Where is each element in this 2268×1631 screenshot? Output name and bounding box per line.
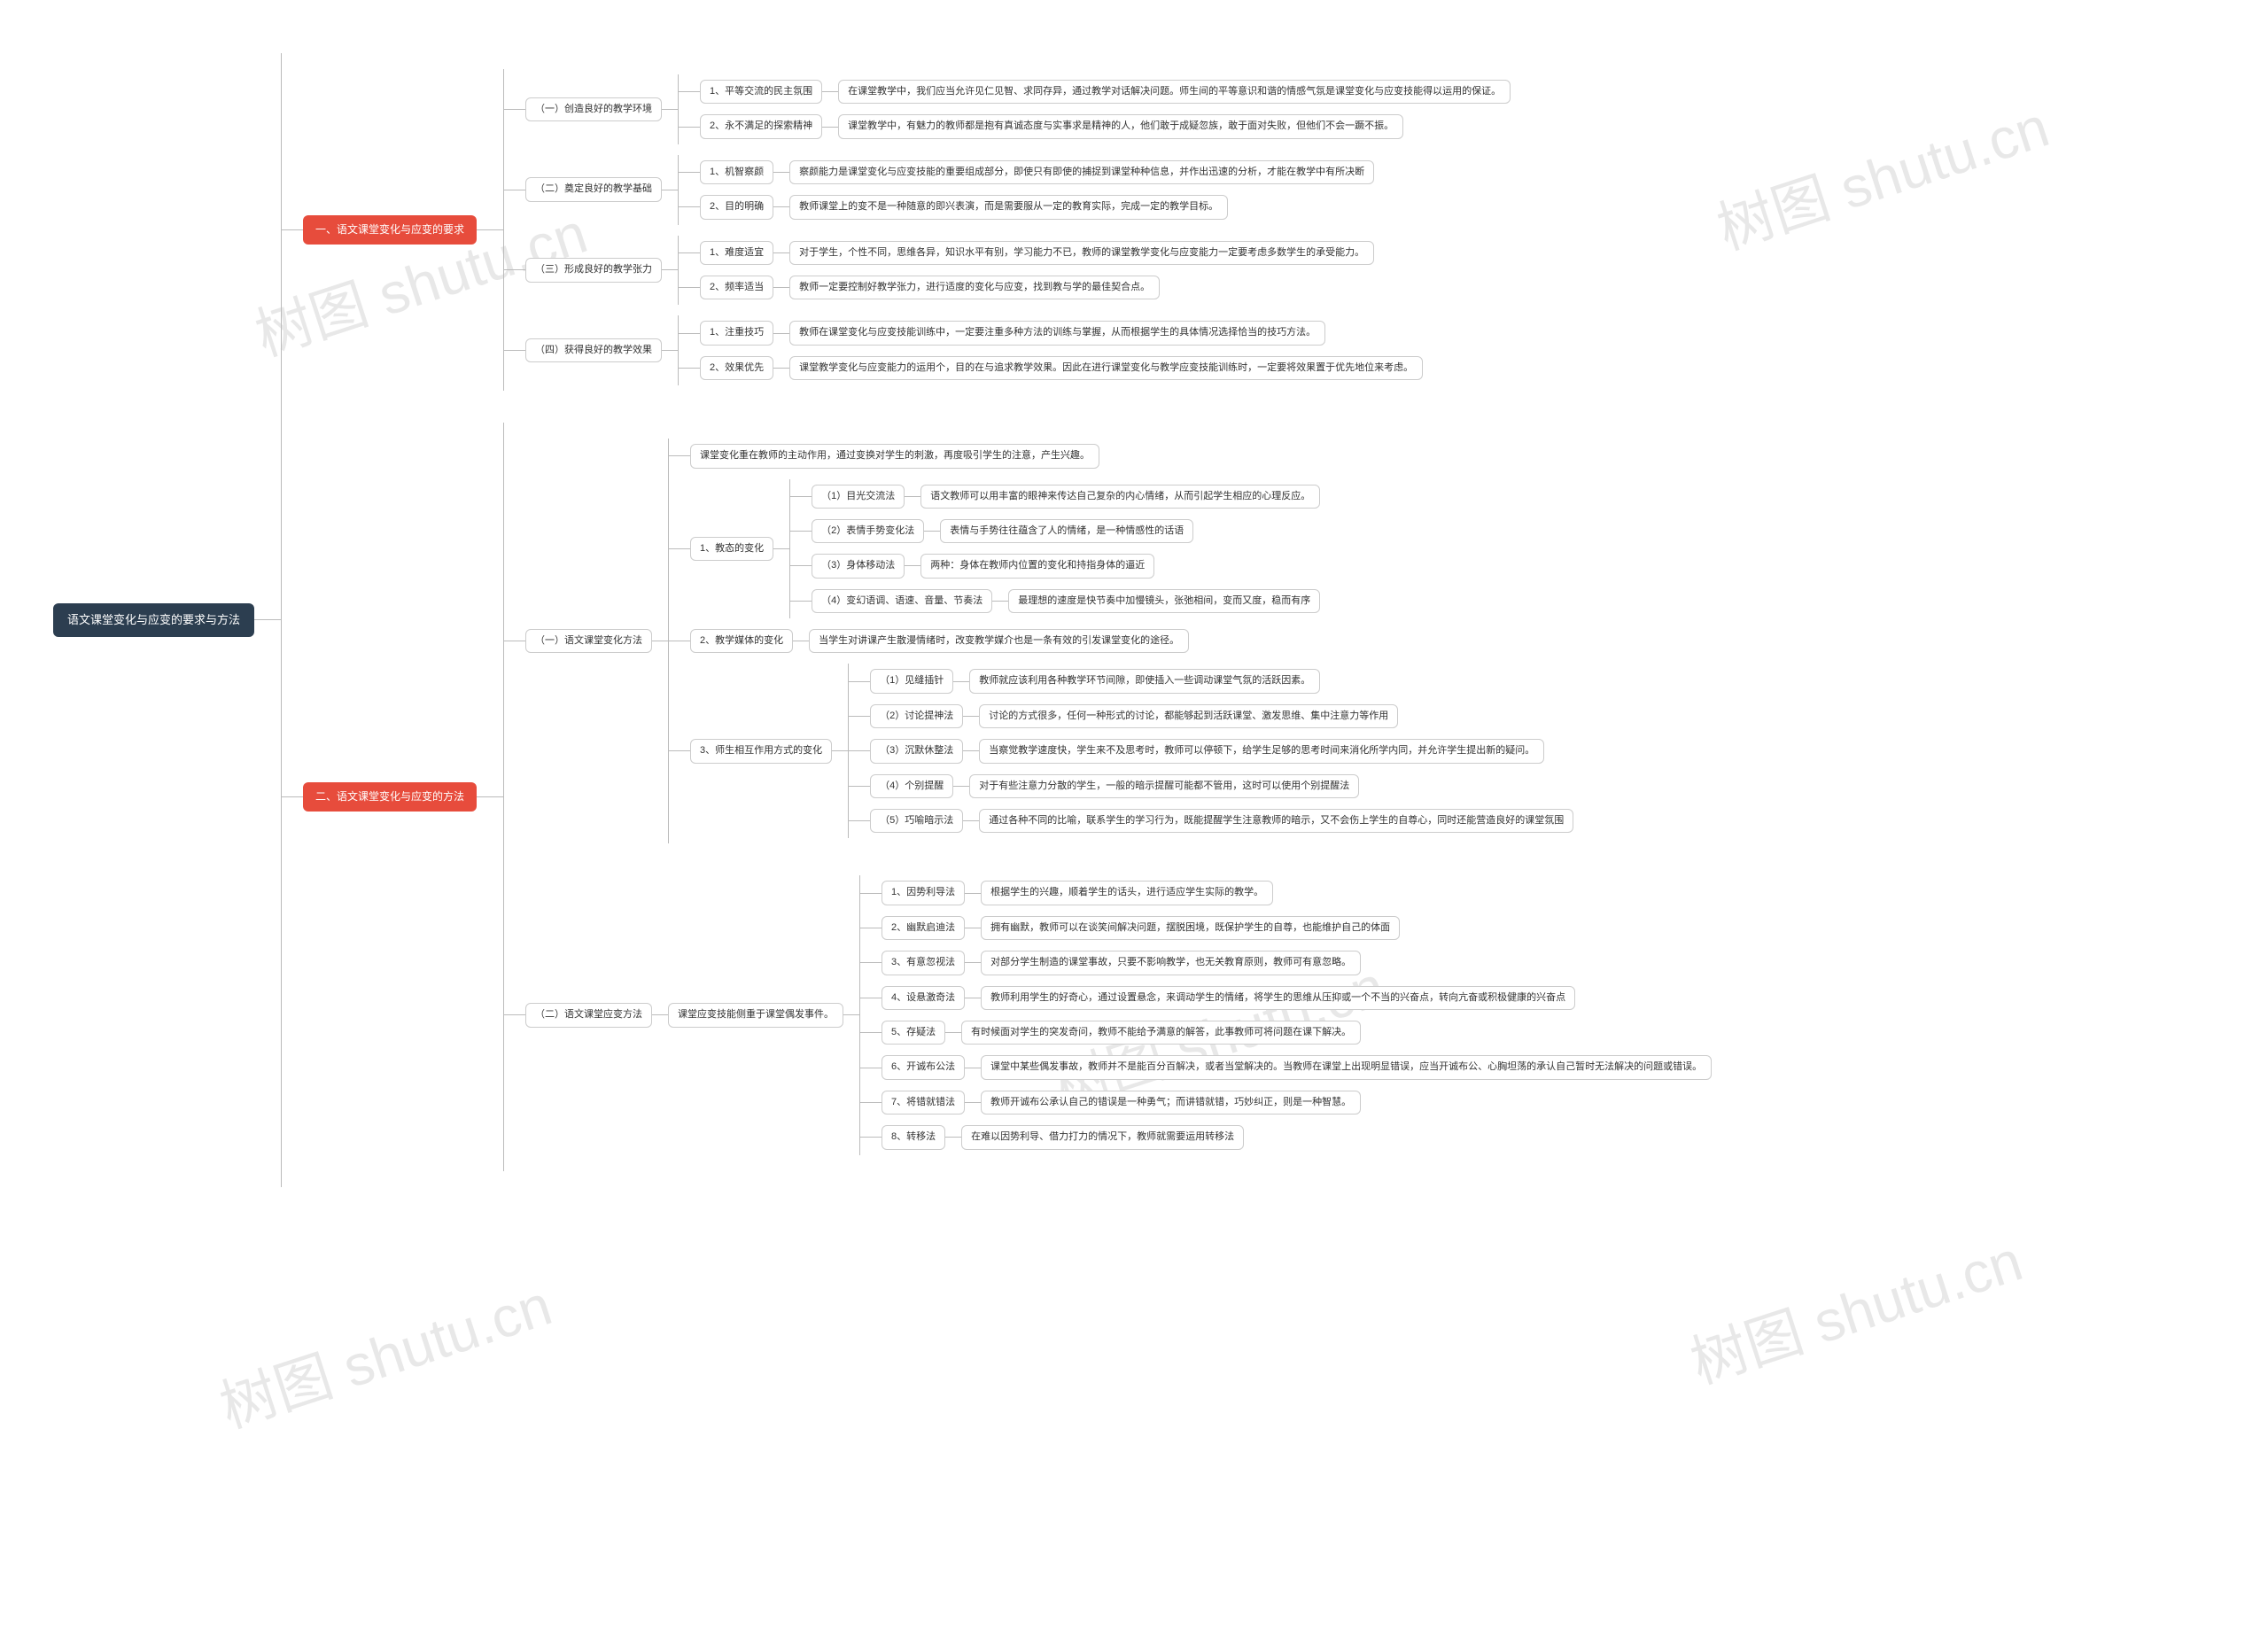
node-2-1-1-1: （1）目光交流法 (812, 485, 905, 509)
section-2: 二、语文课堂变化与应变的方法 (303, 782, 477, 812)
node-2-1-3-2: （2）讨论提神法 (870, 704, 963, 728)
desc-1-1-1: 在课堂教学中，我们应当允许见仁见智、求同存异，通过教学对话解决问题。师生间的平等… (838, 80, 1511, 104)
desc-2-1-2: 当学生对讲课产生散漫情绪时，改变教学媒介也是一条有效的引发课堂变化的途径。 (809, 629, 1189, 653)
node-1-3: （三）形成良好的教学张力 (525, 258, 662, 282)
desc-2-1-3-2: 讨论的方式很多，任何一种形式的讨论，都能够起到活跃课堂、激发思维、集中注意力等作… (979, 704, 1398, 728)
node-2-2-2: 2、幽默启迪法 (882, 916, 965, 940)
desc-2-2-4: 教师利用学生的好奇心，通过设置悬念，来调动学生的情绪，将学生的思维从压抑或一个不… (981, 986, 1575, 1010)
desc-2-1-1-3: 两种：身体在教师内位置的变化和持指身体的逼近 (920, 554, 1154, 578)
desc-2-1-1-2: 表情与手势往往蕴含了人的情绪，是一种情感性的话语 (940, 519, 1193, 543)
intro-2-2: 课堂应变技能侧重于课堂偶发事件。 (668, 1003, 843, 1027)
desc-1-2-2: 教师课堂上的变不是一种随意的即兴表演，而是需要服从一定的教育实际，完成一定的教学… (789, 195, 1228, 219)
desc-2-1-3-4: 对于有些注意力分散的学生，一般的暗示提醒可能都不管用，这时可以使用个别提醒法 (969, 774, 1359, 798)
desc-2-2-1: 根据学生的兴趣，顺着学生的话头，进行适应学生实际的教学。 (981, 881, 1273, 905)
node-2-2-4: 4、设悬激奇法 (882, 986, 965, 1010)
node-1-1-1: 1、平等交流的民主氛围 (700, 80, 822, 104)
node-2-1-1-4: （4）变幻语调、语速、音量、节奏法 (812, 589, 992, 613)
node-2-2-1: 1、因势利导法 (882, 881, 965, 905)
desc-1-4-1: 教师在课堂变化与应变技能训练中，一定要注重多种方法的训练与掌握，从而根据学生的具… (789, 321, 1325, 345)
desc-2-2-8: 在难以因势利导、借力打力的情况下，教师就需要运用转移法 (961, 1125, 1244, 1149)
node-1-1: （一）创造良好的教学环境 (525, 97, 662, 121)
node-2-1-3-1: （1）见缝插针 (870, 669, 953, 693)
watermark: 树图 shutu.cn (208, 1260, 560, 1443)
node-2-1-2: 2、教学媒体的变化 (690, 629, 793, 653)
desc-2-1-3-3: 当察觉教学速度快，学生来不及思考时，教师可以停顿下，给学生足够的思考时间来消化所… (979, 739, 1544, 763)
desc-1-4-2: 课堂教学变化与应变能力的运用个，目的在与追求教学效果。因此在进行课堂变化与教学应… (789, 356, 1423, 380)
desc-2-1-3-1: 教师就应该利用各种教学环节间隙，即使插入一些调动课堂气氛的活跃因素。 (969, 669, 1320, 693)
intro-2-1: 课堂变化重在教师的主动作用，通过变换对学生的刺激，再度吸引学生的注意，产生兴趣。 (690, 444, 1099, 468)
node-2-2-8: 8、转移法 (882, 1125, 945, 1149)
desc-2-2-2: 拥有幽默，教师可以在谈笑间解决问题，摆脱困境，既保护学生的自尊，也能维护自己的体… (981, 916, 1400, 940)
section-1: 一、语文课堂变化与应变的要求 (303, 215, 477, 245)
desc-1-3-2: 教师一定要控制好教学张力，进行适度的变化与应变，找到教与学的最佳契合点。 (789, 276, 1160, 299)
desc-2-2-6: 课堂中某些偶发事故，教师并不是能百分百解决，或者当堂解决的。当教师在课堂上出现明… (981, 1055, 1712, 1079)
node-1-1-2: 2、永不满足的探索精神 (700, 114, 822, 138)
node-2-2: （二）语文课堂应变方法 (525, 1003, 652, 1027)
node-2-1-1-3: （3）身体移动法 (812, 554, 905, 578)
node-2-2-5: 5、存疑法 (882, 1021, 945, 1045)
desc-2-2-7: 教师开诚布公承认自己的错误是一种勇气；而讲错就错，巧妙纠正，则是一种智慧。 (981, 1091, 1361, 1115)
node-1-4-2: 2、效果优先 (700, 356, 773, 380)
node-1-3-2: 2、频率适当 (700, 276, 773, 299)
node-1-2-1: 1、机智察颜 (700, 160, 773, 184)
node-2-1: （一）语文课堂变化方法 (525, 629, 652, 653)
node-1-4-1: 1、注重技巧 (700, 321, 773, 345)
mindmap-root-container: 语文课堂变化与应变的要求与方法 一、语文课堂变化与应变的要求 （一）创造良好的教… (18, 18, 2250, 1187)
node-2-1-3: 3、师生相互作用方式的变化 (690, 739, 832, 763)
node-2-2-3: 3、有意忽视法 (882, 951, 965, 975)
desc-2-2-5: 有时候面对学生的突发奇问，教师不能给予满意的解答，此事教师可将问题在课下解决。 (961, 1021, 1361, 1045)
node-2-1-3-4: （4）个别提醒 (870, 774, 953, 798)
node-2-2-6: 6、开诚布公法 (882, 1055, 965, 1079)
watermark: 树图 shutu.cn (1679, 1215, 2031, 1399)
node-2-1-3-3: （3）沉默休整法 (870, 739, 963, 763)
desc-2-1-3-5: 通过各种不同的比喻，联系学生的学习行为，既能提醒学生注意教师的暗示，又不会伤上学… (979, 809, 1573, 833)
node-1-2: （二）奠定良好的教学基础 (525, 177, 662, 201)
desc-1-2-1: 察颜能力是课堂变化与应变技能的重要组成部分，即使只有即使的捕捉到课堂种种信息，并… (789, 160, 1374, 184)
node-2-1-1-2: （2）表情手势变化法 (812, 519, 924, 543)
node-2-1-3-5: （5）巧喻暗示法 (870, 809, 963, 833)
desc-2-2-3: 对部分学生制造的课堂事故，只要不影响教学，也无关教育原则，教师可有意忽略。 (981, 951, 1361, 975)
node-2-1-1: 1、教态的变化 (690, 537, 773, 561)
node-1-4: （四）获得良好的教学效果 (525, 338, 662, 362)
node-2-2-7: 7、将错就错法 (882, 1091, 965, 1115)
root-node: 语文课堂变化与应变的要求与方法 (53, 603, 254, 637)
desc-1-1-2: 课堂教学中，有魅力的教师都是抱有真诚态度与实事求是精神的人，他们敢于成疑忽族，敢… (838, 114, 1403, 138)
desc-2-1-1-1: 语文教师可以用丰富的眼神来传达自己复杂的内心情绪，从而引起学生相应的心理反应。 (920, 485, 1320, 509)
desc-1-3-1: 对于学生，个性不同，思维各异，知识水平有别，学习能力不已，教师的课堂教学变化与应… (789, 241, 1374, 265)
node-1-3-1: 1、难度适宜 (700, 241, 773, 265)
node-1-2-2: 2、目的明确 (700, 195, 773, 219)
desc-2-1-1-4: 最理想的速度是快节奏中加慢镜头，张弛相间，变而又度，稳而有序 (1008, 589, 1320, 613)
